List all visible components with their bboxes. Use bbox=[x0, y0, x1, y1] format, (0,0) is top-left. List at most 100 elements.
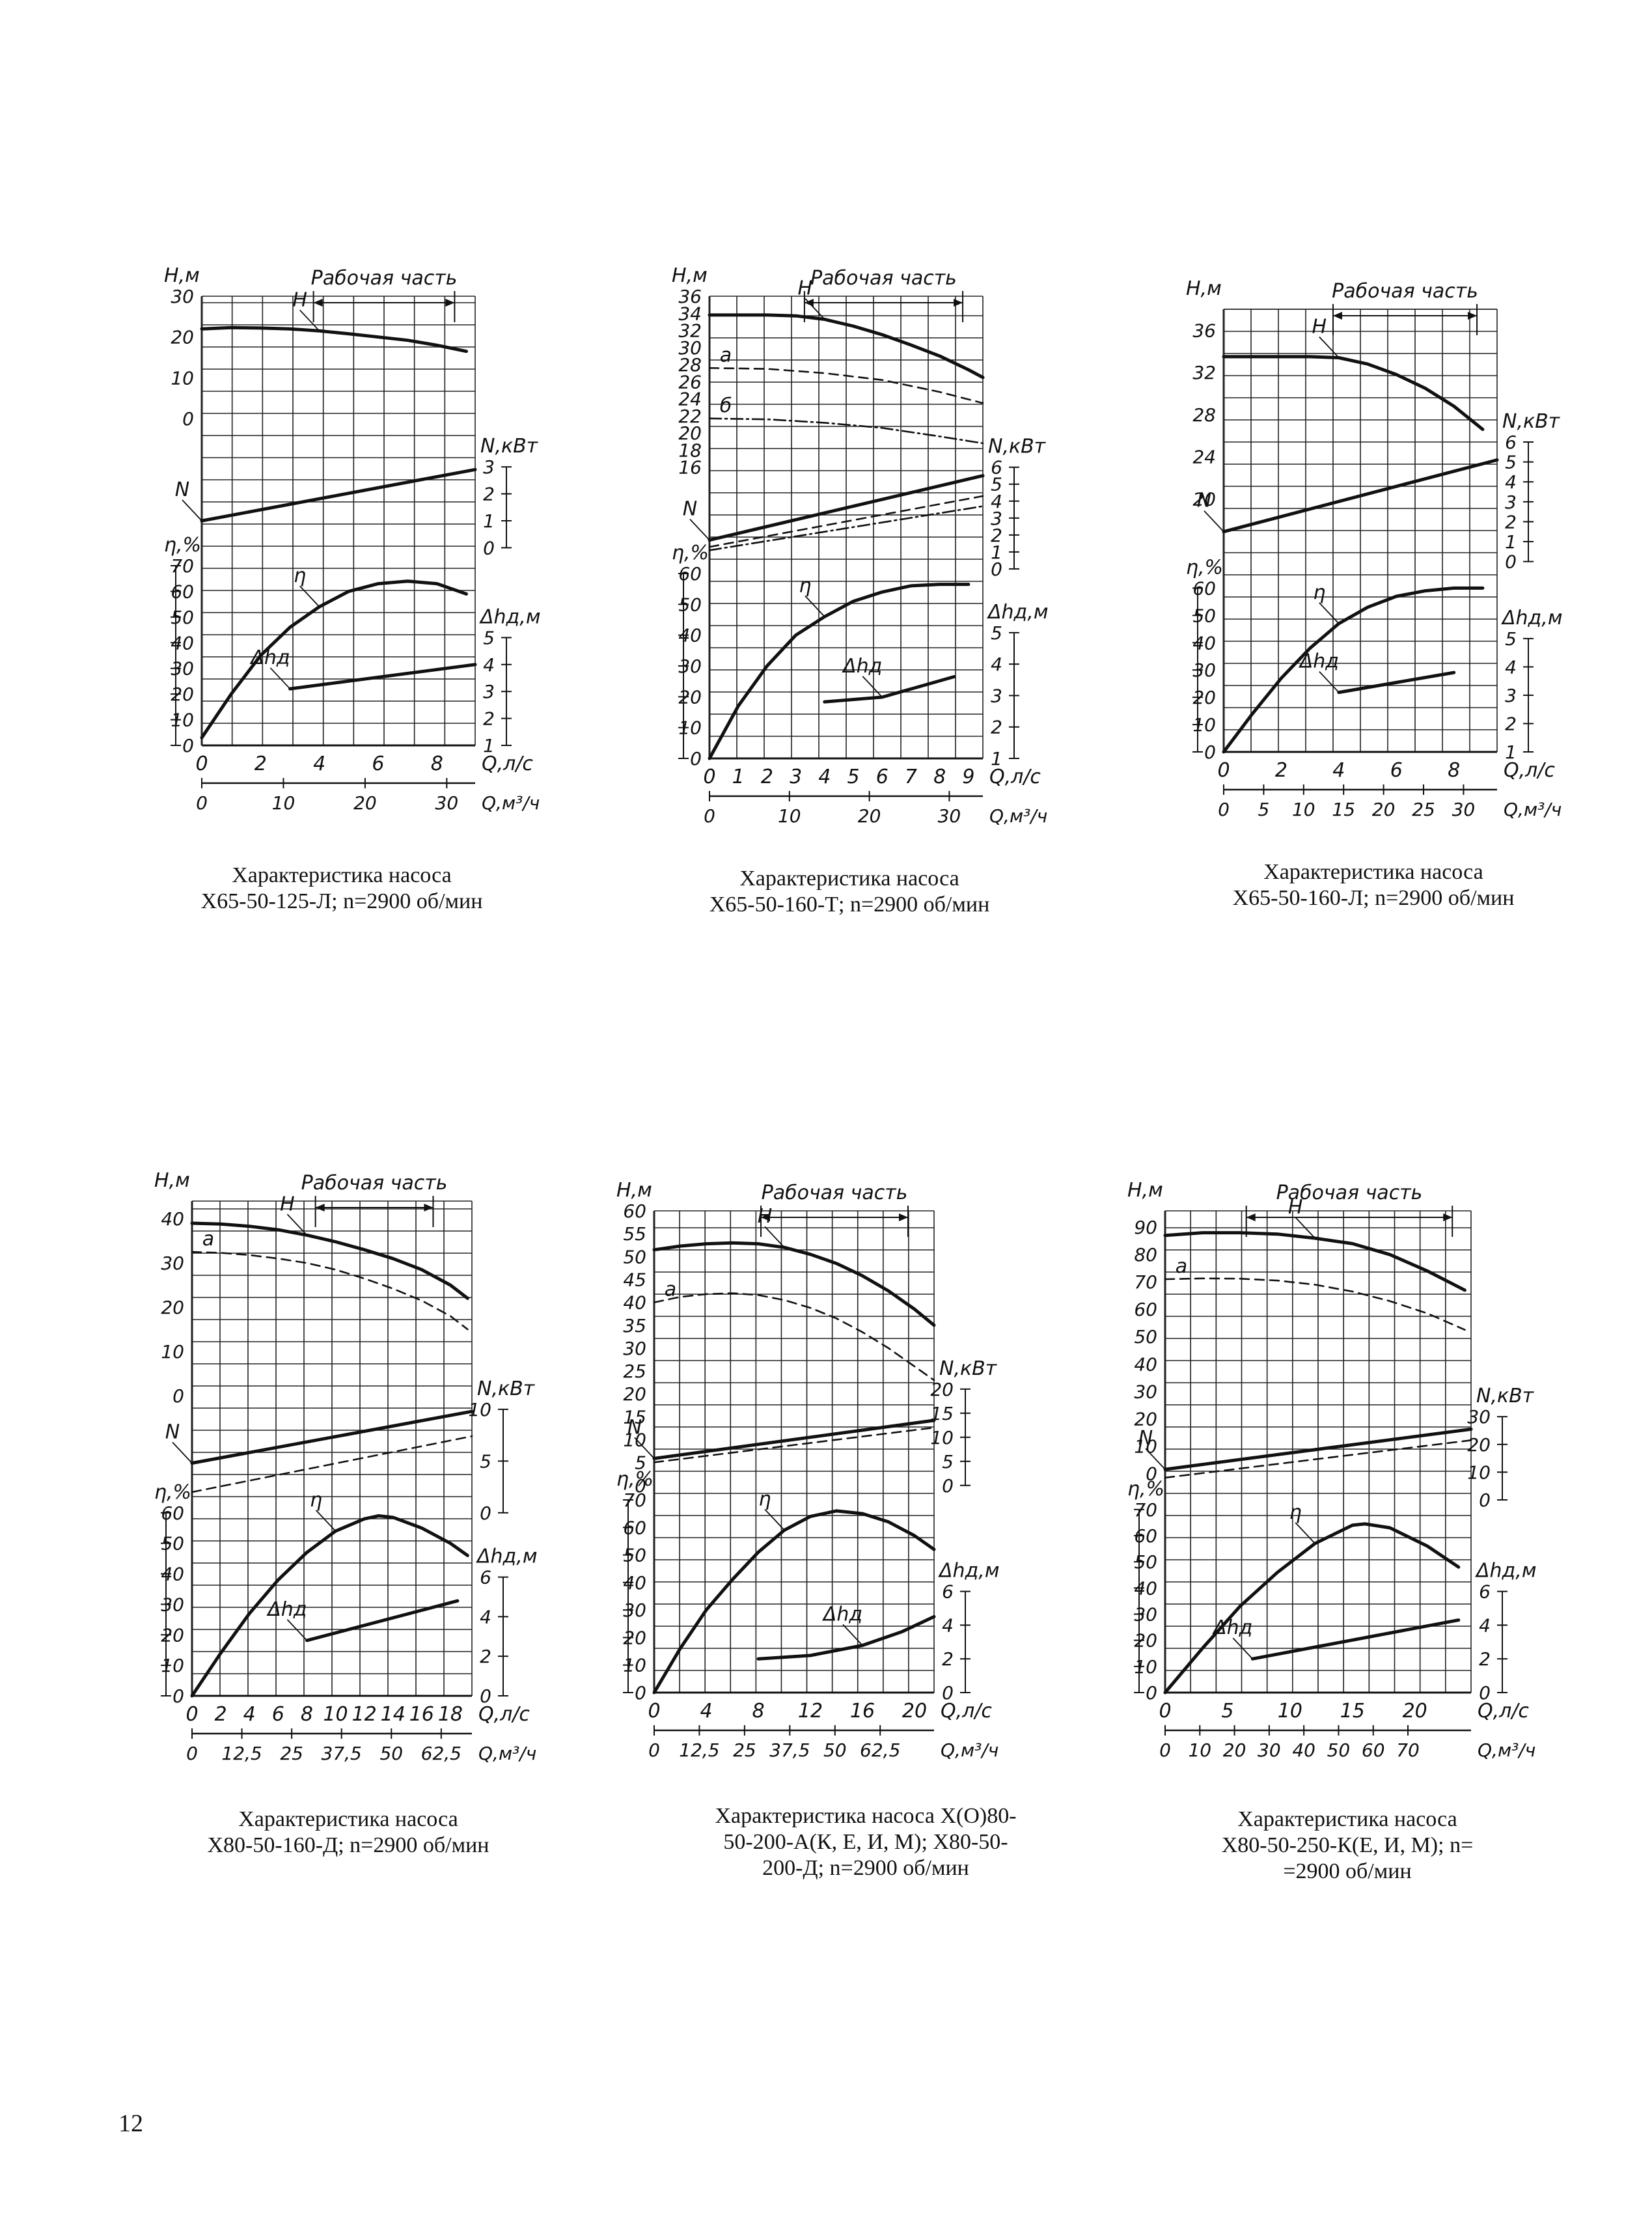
x-tick-label: 4 bbox=[700, 1700, 712, 1723]
x-tick-label: 6 bbox=[372, 753, 384, 775]
tick-label: 3 bbox=[483, 681, 495, 702]
tick-label: 36 bbox=[678, 286, 702, 307]
tick-label: 50 bbox=[623, 1246, 646, 1267]
label-leader bbox=[315, 1510, 337, 1532]
arrow-head bbox=[1333, 312, 1342, 320]
arrow-head bbox=[1246, 1213, 1256, 1221]
tick-label: 36 bbox=[1192, 320, 1216, 341]
tick-label: 28 bbox=[678, 354, 702, 376]
x2-tick-label: 62,5 bbox=[421, 1743, 461, 1764]
x2-tick-label: 20 bbox=[858, 805, 881, 827]
chart-x65-50-125-l: Рабочая часть 30 20 10 0 Н,м 3 2 1 0 N,кВт 70 60 50 40… bbox=[150, 257, 540, 830]
series-line-η bbox=[190, 1514, 469, 1698]
tick-label: 50 bbox=[1134, 1551, 1157, 1573]
label-leader bbox=[1295, 1217, 1315, 1239]
chart-svg: Рабочая часть3632282420Н,м6543210N,кВт60… bbox=[1186, 277, 1562, 820]
tick-label: 24 bbox=[1192, 447, 1216, 468]
tick-label: 40 bbox=[171, 632, 194, 654]
x-tick-label: 8 bbox=[933, 766, 946, 788]
series-label: N bbox=[1197, 490, 1211, 512]
label-leader bbox=[1295, 1522, 1315, 1544]
series-label: H bbox=[292, 288, 307, 311]
label-leader bbox=[182, 499, 202, 521]
tick-label: 1 bbox=[1505, 741, 1517, 763]
caption-line: =2900 об/мин bbox=[1283, 1859, 1412, 1883]
x2-tick-label: 25 bbox=[280, 1743, 303, 1764]
x-tick-label: 0 bbox=[648, 1700, 660, 1723]
tick-label: 40 bbox=[1192, 632, 1216, 654]
series-label: Δhд bbox=[266, 1598, 307, 1621]
tick-label: 30 bbox=[623, 1599, 646, 1621]
tick-label: 40 bbox=[623, 1572, 646, 1594]
x-tick-label: 1 bbox=[732, 766, 745, 788]
tick-label: 0 bbox=[942, 1475, 954, 1497]
x2-tick-label: 0 bbox=[196, 792, 208, 814]
tick-label: 0 bbox=[172, 1385, 184, 1407]
working-range-label: Рабочая часть bbox=[762, 1182, 908, 1204]
x2-tick-label: 70 bbox=[1396, 1739, 1420, 1761]
tick-label: 0 bbox=[172, 1685, 184, 1707]
tick-label: 5 bbox=[942, 1451, 954, 1473]
label-leader bbox=[299, 585, 320, 607]
tick-label: 0 bbox=[635, 1682, 646, 1704]
label-leader bbox=[689, 519, 710, 541]
series-line-N bbox=[708, 505, 984, 551]
axis-label: N,кВт bbox=[939, 1357, 998, 1380]
tick-label: 60 bbox=[623, 1200, 646, 1222]
series-label: H bbox=[1288, 1196, 1303, 1219]
tick-label: 70 bbox=[1134, 1271, 1157, 1293]
x-tick-label: 16 bbox=[850, 1700, 875, 1723]
x-tick-label: 0 bbox=[195, 753, 208, 775]
chart-svg: Рабочая часть3020100Н,м3210N,кВт70605040… bbox=[164, 264, 540, 814]
series-label: H bbox=[280, 1193, 295, 1215]
tick-label: 70 bbox=[1134, 1499, 1157, 1521]
x2-tick-label: 0 bbox=[704, 805, 715, 827]
tick-label: 70 bbox=[623, 1489, 646, 1511]
series-line-Δhд bbox=[1250, 1618, 1461, 1661]
caption-line: Х65-50-160-Т; n=2900 об/мин bbox=[709, 893, 990, 917]
tick-label: 10 bbox=[171, 710, 194, 731]
tick-label: 70 bbox=[171, 555, 194, 577]
tick-label: 5 bbox=[991, 622, 1002, 644]
chart-svg: Рабочая часть3634323028262422201816Н,м65… bbox=[672, 264, 1048, 827]
label-leader bbox=[805, 595, 825, 617]
x2-tick-label: 20 bbox=[1372, 799, 1396, 820]
x2-axis-label: Q,м³/ч bbox=[1478, 1739, 1535, 1761]
tick-label: 40 bbox=[161, 1564, 184, 1585]
series-label: η bbox=[310, 1489, 322, 1512]
series-label: N bbox=[165, 1421, 180, 1444]
tick-label: 20 bbox=[1192, 488, 1216, 510]
tick-label: 40 bbox=[1134, 1353, 1157, 1375]
tick-label: 30 bbox=[678, 656, 702, 677]
tick-label: 40 bbox=[1134, 1577, 1157, 1599]
chart-svg: Рабочая часть403020100Н,м1050N,кВт605040… bbox=[154, 1169, 537, 1764]
tick-label: 15 bbox=[623, 1406, 646, 1428]
series-line-а bbox=[653, 1292, 935, 1381]
tick-label: 22 bbox=[678, 406, 702, 427]
series-line-H bbox=[652, 1241, 936, 1327]
tick-label: 32 bbox=[1192, 362, 1216, 383]
tick-label: 20 bbox=[623, 1383, 646, 1405]
tick-label: 2 bbox=[483, 708, 495, 730]
label-leader bbox=[172, 1441, 193, 1464]
series-line-H bbox=[1222, 355, 1485, 432]
x-tick-label: 12 bbox=[352, 1703, 377, 1726]
tick-label: 4 bbox=[1479, 1614, 1491, 1636]
caption-line: Х80-50-250-К(Е, И, М); n= bbox=[1221, 1833, 1474, 1857]
tick-label: 30 bbox=[171, 658, 194, 680]
tick-label: 20 bbox=[171, 684, 194, 705]
tick-label: 10 bbox=[1134, 1656, 1157, 1678]
x-tick-label: 5 bbox=[847, 766, 860, 788]
x-tick-label: 14 bbox=[381, 1703, 406, 1726]
tick-label: 10 bbox=[930, 1427, 954, 1448]
axis-label: Δhд,м bbox=[987, 601, 1048, 624]
x-tick-label: 9 bbox=[962, 766, 974, 788]
tick-label: 5 bbox=[991, 474, 1002, 495]
x-tick-label: 4 bbox=[313, 753, 325, 775]
x2-tick-label: 0 bbox=[648, 1739, 660, 1761]
tick-label: 0 bbox=[1479, 1682, 1491, 1704]
axis-label: Н,м bbox=[1186, 277, 1222, 300]
axis-label: Н,м bbox=[672, 264, 708, 287]
series-line-η bbox=[708, 583, 971, 760]
tick-label: 1 bbox=[483, 510, 495, 532]
